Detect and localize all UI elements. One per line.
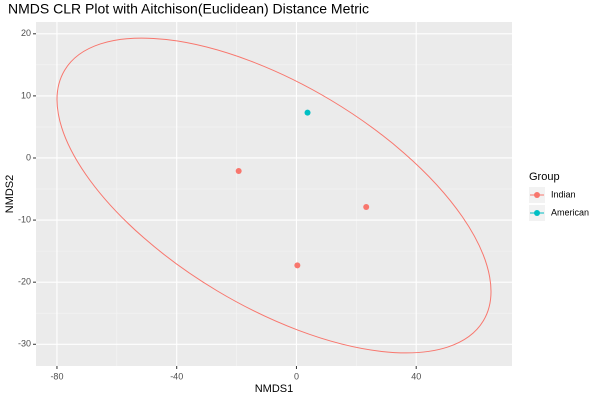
- y-tick-label: 20: [21, 28, 31, 38]
- point: [294, 262, 301, 269]
- y-tick-label: -30: [18, 339, 31, 349]
- y-tick-label: 0: [26, 152, 31, 162]
- y-tick-label: -20: [18, 277, 31, 287]
- y-tick-label: -10: [18, 214, 31, 224]
- x-tick-label: -40: [170, 371, 183, 381]
- y-axis-label: NMDS2: [4, 175, 16, 214]
- legend-label: Indian: [551, 189, 576, 199]
- legend-title: Group: [529, 171, 560, 183]
- legend-point: [534, 192, 540, 198]
- legend-point: [534, 210, 540, 216]
- x-tick-label: 0: [294, 371, 299, 381]
- legend-label: American: [551, 207, 589, 217]
- point: [304, 109, 311, 116]
- panel: [36, 22, 512, 366]
- confidence-ellipse: [56, 37, 492, 354]
- point: [235, 168, 242, 175]
- x-axis-label: NMDS1: [255, 383, 294, 395]
- grid: [36, 22, 512, 366]
- y-tick-label: 10: [21, 90, 31, 100]
- chart-title: NMDS CLR Plot with Aitchison(Euclidean) …: [8, 1, 369, 17]
- points: [235, 109, 370, 269]
- point: [363, 204, 370, 211]
- x-tick-label: -80: [50, 371, 63, 381]
- legend: Indian American: [529, 187, 589, 221]
- x-tick-label: 40: [411, 371, 421, 381]
